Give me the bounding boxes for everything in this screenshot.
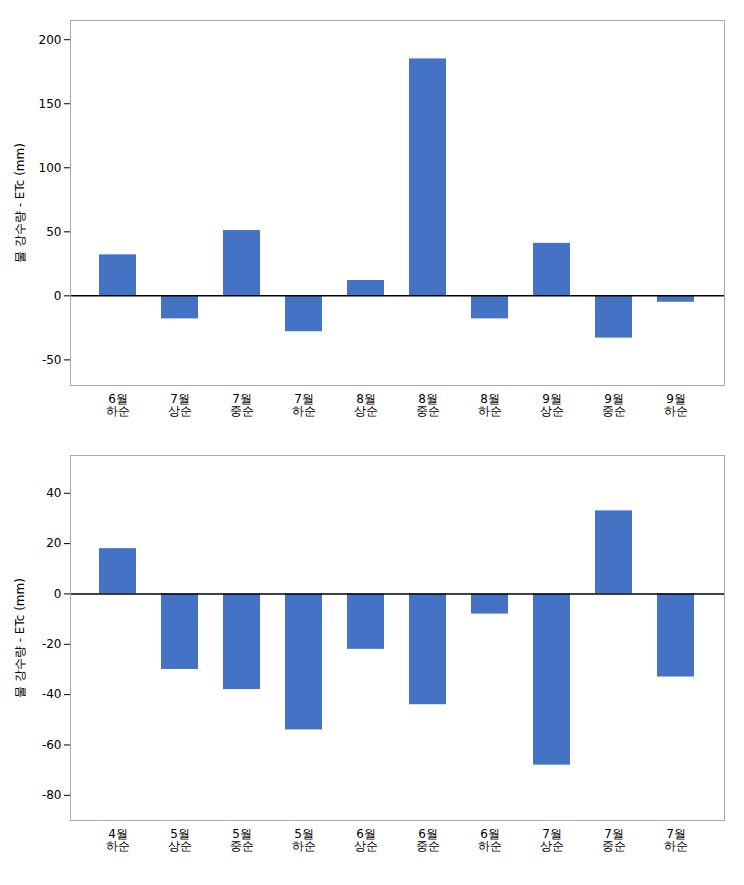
svg-text:40: 40 xyxy=(46,486,61,500)
svg-text:8월상순: 8월상순 xyxy=(354,392,378,418)
svg-text:-50: -50 xyxy=(42,353,62,367)
svg-text:-20: -20 xyxy=(42,637,62,651)
svg-text:9월하순: 9월하순 xyxy=(664,392,688,418)
svg-text:100: 100 xyxy=(39,161,62,175)
svg-text:물 강수량 - ETc (mm): 물 강수량 - ETc (mm) xyxy=(13,578,27,698)
svg-text:50: 50 xyxy=(46,225,61,239)
svg-text:-80: -80 xyxy=(42,788,62,802)
svg-text:7월하순: 7월하순 xyxy=(292,392,316,418)
svg-text:150: 150 xyxy=(39,97,62,111)
svg-text:물 강수량 - ETc (mm): 물 강수량 - ETc (mm) xyxy=(13,143,27,263)
svg-text:8월하순: 8월하순 xyxy=(478,392,502,418)
svg-text:-40: -40 xyxy=(42,687,62,701)
svg-text:6월상순: 6월상순 xyxy=(354,827,378,853)
svg-text:6월중순: 6월중순 xyxy=(416,827,440,853)
svg-text:7월중순: 7월중순 xyxy=(602,827,626,853)
svg-text:20: 20 xyxy=(46,536,61,550)
svg-text:7월중순: 7월중순 xyxy=(230,392,254,418)
svg-text:7월상순: 7월상순 xyxy=(168,392,192,418)
svg-text:5월하순: 5월하순 xyxy=(292,827,316,853)
svg-text:200: 200 xyxy=(39,33,62,47)
svg-text:9월중순: 9월중순 xyxy=(602,392,626,418)
svg-text:-60: -60 xyxy=(42,738,62,752)
svg-text:0: 0 xyxy=(54,587,62,601)
svg-text:0: 0 xyxy=(54,289,62,303)
svg-text:6월하순: 6월하순 xyxy=(478,827,502,853)
svg-text:7월하순: 7월하순 xyxy=(664,827,688,853)
svg-text:8월중순: 8월중순 xyxy=(416,392,440,418)
svg-text:5월상순: 5월상순 xyxy=(168,827,192,853)
svg-text:7월상순: 7월상순 xyxy=(540,827,564,853)
svg-text:5월중순: 5월중순 xyxy=(230,827,254,853)
svg-text:9월상순: 9월상순 xyxy=(540,392,564,418)
svg-text:6월하순: 6월하순 xyxy=(106,392,130,418)
svg-text:4월하순: 4월하순 xyxy=(106,827,130,853)
